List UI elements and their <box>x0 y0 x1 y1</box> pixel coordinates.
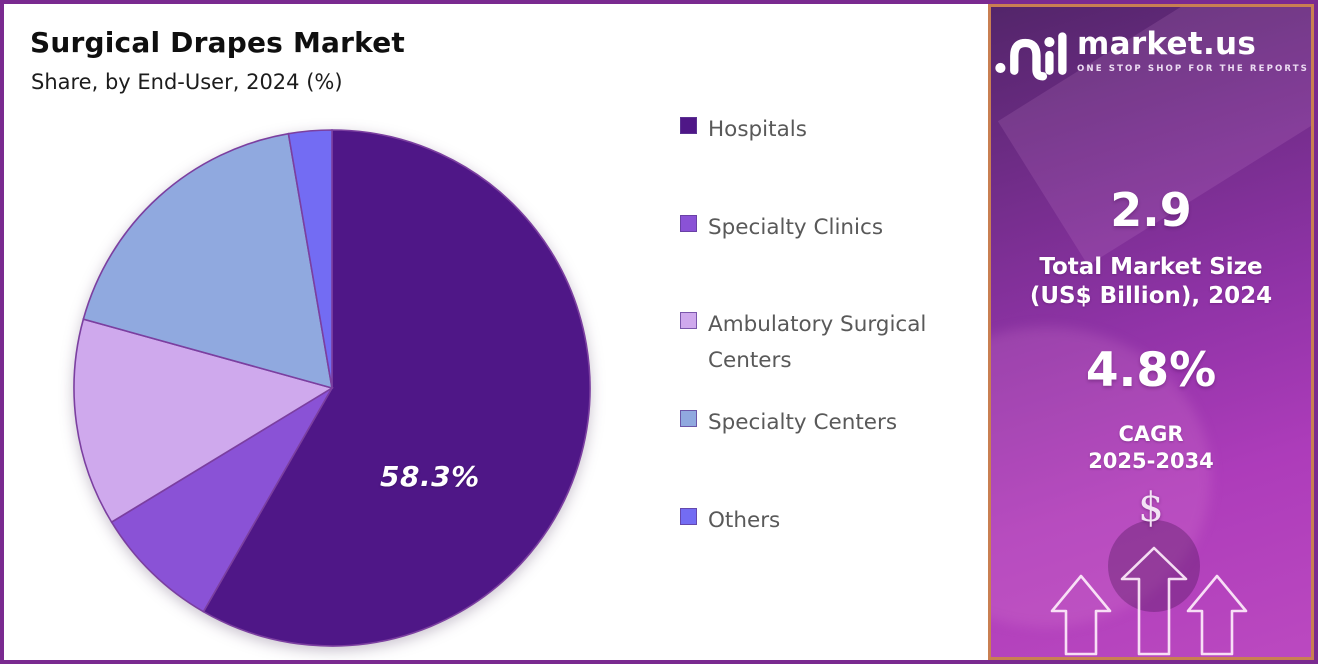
brand-sidebar: market.us ONE STOP SHOP FOR THE REPORTS … <box>988 4 1314 660</box>
legend-swatch-specialty-clinics <box>680 214 697 232</box>
pie-slice-others <box>287 129 333 389</box>
cagr-label: CAGR 2025-2034 <box>1088 422 1214 473</box>
legend-item-ambulatory-surgical-centers: Ambulatory Surgical Centers <box>680 307 953 379</box>
dollar-icon: $ <box>1138 485 1164 531</box>
chart-title: Surgical Drapes Market <box>30 26 405 59</box>
legend-label: Ambulatory Surgical Centers <box>708 312 927 374</box>
market-size-value: 2.9 <box>1110 183 1192 237</box>
legend-label: Specialty Clinics <box>708 214 884 240</box>
pie-slice-specialty-centers <box>82 132 334 390</box>
cagr-value: 4.8% <box>1085 343 1217 398</box>
market-us-logo: market.us ONE STOP SHOP FOR THE REPORTS <box>991 27 1311 83</box>
growth-arrows-icon <box>1050 546 1248 656</box>
brand-name: market.us <box>1077 26 1257 62</box>
legend-item-hospitals: Hospitals <box>680 112 807 148</box>
legend-swatch-ambulatory-surgical-centers <box>680 312 697 330</box>
legend-swatch-hospitals <box>680 117 697 134</box>
legend-swatch-others <box>680 507 697 525</box>
brand-tagline: ONE STOP SHOP FOR THE REPORTS <box>1077 64 1309 74</box>
legend-item-specialty-centers: Specialty Centers <box>680 405 897 441</box>
legend-swatch-specialty-centers <box>680 410 697 428</box>
pie-slice-hospitals <box>202 129 591 647</box>
legend-label: Others <box>708 507 781 533</box>
legend-item-others: Others <box>680 503 780 539</box>
pie-slice-value-label: 58.3% <box>380 460 480 493</box>
pie-slice-ambulatory-surgical-centers <box>73 318 334 524</box>
pie-chart <box>73 129 591 647</box>
pie-slice-specialty-clinics <box>110 387 333 613</box>
legend-label: Hospitals <box>708 117 807 142</box>
market-size-label: Total Market Size (US$ Billion), 2024 <box>1029 254 1273 309</box>
market-us-logo-icon <box>995 32 1067 81</box>
legend-label: Specialty Centers <box>708 410 898 436</box>
chart-area: Surgical Drapes Market Share, by End-Use… <box>4 4 988 660</box>
chart-subtitle: Share, by End-User, 2024 (%) <box>31 70 343 94</box>
legend-item-specialty-clinics: Specialty Clinics <box>680 210 883 246</box>
